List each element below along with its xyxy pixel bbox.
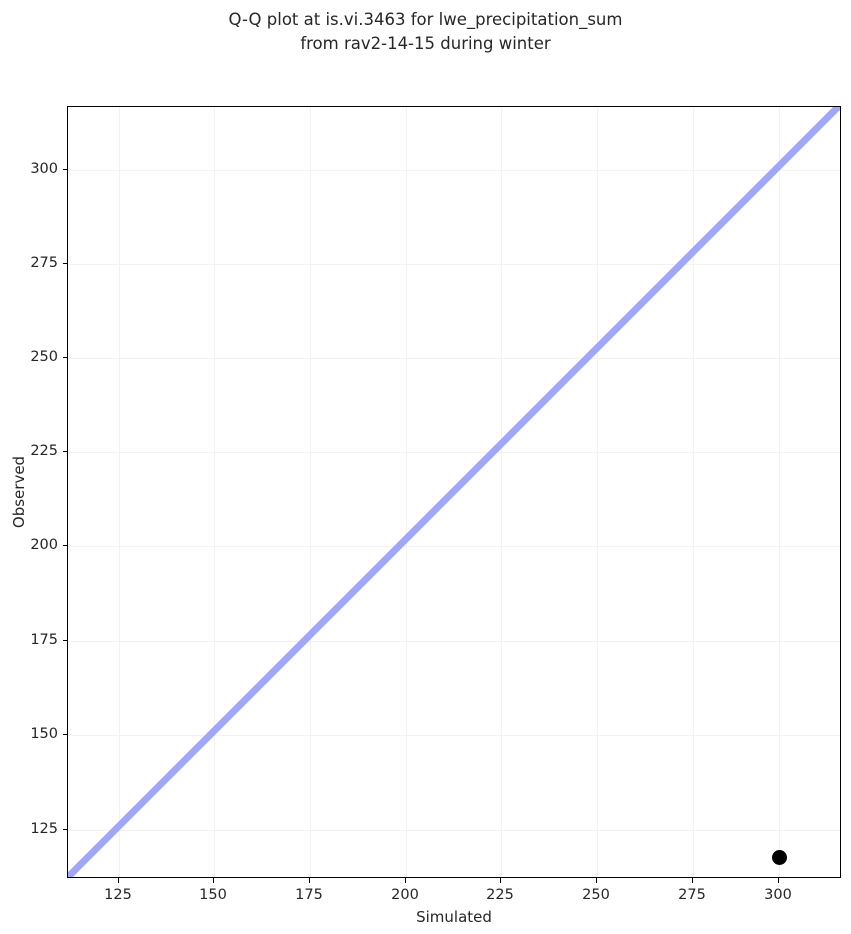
tick-label-x-175: 175 <box>295 887 323 903</box>
chart-title: Q-Q plot at is.vi.3463 for lwe_precipita… <box>0 8 851 56</box>
tick-mark-x-175 <box>309 878 311 883</box>
tick-label-y-125: 125 <box>30 821 58 837</box>
y-axis-label: Observed <box>10 455 28 529</box>
tick-label-x-300: 300 <box>764 887 792 903</box>
tick-mark-y-150 <box>63 734 68 736</box>
tick-mark-y-300 <box>63 169 68 171</box>
tick-label-y-150: 150 <box>30 726 58 742</box>
gridline-vertical-300 <box>779 107 780 877</box>
tick-mark-y-125 <box>63 829 68 831</box>
tick-label-x-225: 225 <box>486 887 514 903</box>
tick-mark-x-200 <box>405 878 407 883</box>
gridline-horizontal-200 <box>68 546 840 547</box>
tick-mark-x-150 <box>213 878 215 883</box>
tick-label-x-275: 275 <box>678 887 706 903</box>
tick-mark-y-250 <box>63 357 68 359</box>
gridline-vertical-225 <box>501 107 502 877</box>
gridline-horizontal-225 <box>68 452 840 453</box>
gridline-vertical-125 <box>119 107 120 877</box>
tick-label-x-125: 125 <box>104 887 132 903</box>
gridline-horizontal-175 <box>68 641 840 642</box>
tick-mark-y-175 <box>63 640 68 642</box>
plot-area <box>67 106 841 878</box>
tick-mark-x-250 <box>596 878 598 883</box>
chart-title-line-1: Q-Q plot at is.vi.3463 for lwe_precipita… <box>228 10 623 29</box>
gridline-vertical-150 <box>214 107 215 877</box>
gridline-vertical-250 <box>597 107 598 877</box>
gridline-vertical-200 <box>406 107 407 877</box>
gridline-horizontal-275 <box>68 264 840 265</box>
tick-mark-y-200 <box>63 545 68 547</box>
tick-mark-x-275 <box>692 878 694 883</box>
tick-label-y-300: 300 <box>30 161 58 177</box>
tick-mark-y-275 <box>63 263 68 265</box>
tick-mark-x-125 <box>118 878 120 883</box>
tick-label-y-250: 250 <box>30 349 58 365</box>
reference-line-stroke <box>68 107 840 877</box>
tick-label-y-225: 225 <box>30 443 58 459</box>
gridline-vertical-175 <box>310 107 311 877</box>
gridline-horizontal-150 <box>68 735 840 736</box>
tick-mark-y-225 <box>63 451 68 453</box>
tick-label-y-275: 275 <box>30 255 58 271</box>
data-point-marker <box>771 849 787 865</box>
tick-label-y-175: 175 <box>30 632 58 648</box>
tick-label-x-200: 200 <box>391 887 419 903</box>
tick-label-x-150: 150 <box>199 887 227 903</box>
y-axis-label-container: Observed <box>8 106 30 878</box>
gridline-horizontal-250 <box>68 358 840 359</box>
gridline-horizontal-125 <box>68 830 840 831</box>
tick-mark-x-225 <box>500 878 502 883</box>
x-axis-label: Simulated <box>416 908 492 926</box>
tick-label-y-200: 200 <box>30 537 58 553</box>
chart-title-line-2: from rav2-14-15 during winter <box>300 34 551 53</box>
gridline-vertical-275 <box>693 107 694 877</box>
reference-line-one-to-one <box>68 107 840 877</box>
tick-mark-x-300 <box>778 878 780 883</box>
tick-label-x-250: 250 <box>582 887 610 903</box>
gridline-horizontal-300 <box>68 170 840 171</box>
